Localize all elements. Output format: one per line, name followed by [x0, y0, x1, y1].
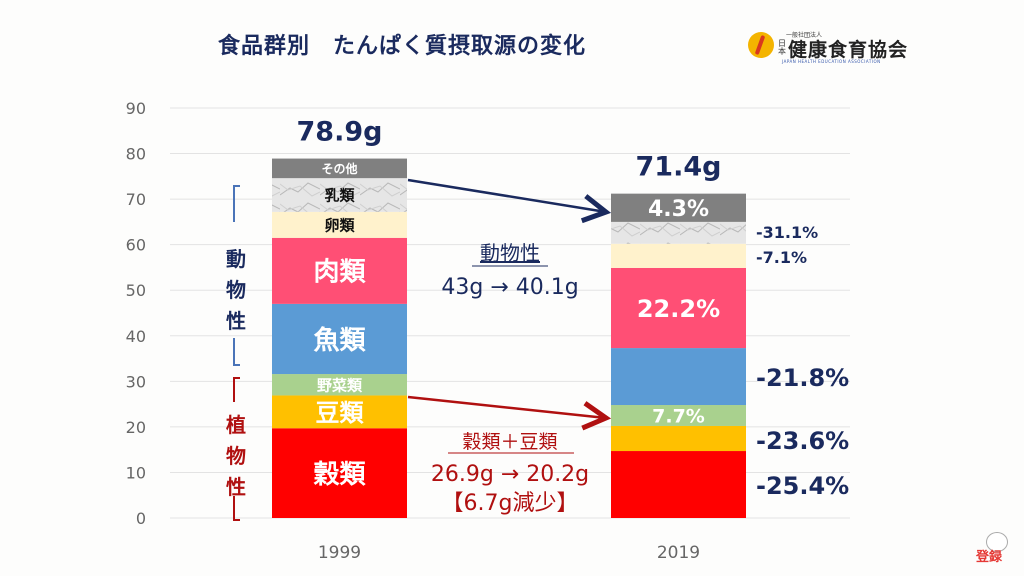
bracket-plant-char: 植 — [226, 413, 246, 437]
bar-segment-7 — [272, 178, 407, 212]
logo-mark-icon — [748, 32, 774, 58]
arrow-milk-change — [407, 178, 606, 212]
bar-segment-2 — [611, 425, 746, 452]
bracket-plant-char: 物 — [226, 444, 246, 468]
bar-segment-1 — [611, 451, 746, 518]
logo-english: JAPAN HEALTH EDUCATION ASSOCIATION — [782, 59, 881, 64]
bar-segment-5 — [611, 267, 746, 349]
y-tick-label: 10 — [126, 463, 146, 482]
bar-segment-6 — [272, 211, 407, 238]
bar-segment-3 — [272, 374, 407, 396]
bracket-plant-top — [233, 377, 240, 402]
page-title: 食品群別 たんぱく質摂取源の変化 — [218, 34, 587, 59]
change-label: 22.2% — [637, 295, 720, 323]
bracket-animal-top — [233, 185, 240, 222]
y-tick-label: 20 — [126, 418, 146, 437]
bar-segment-4 — [611, 348, 746, 406]
bar-total-label: 78.9g — [297, 117, 383, 148]
segment-label: 肉類 — [313, 258, 366, 288]
segment-label: 豆類 — [316, 399, 365, 427]
arrow-plant-change — [407, 395, 606, 418]
segment-label: その他 — [321, 161, 357, 176]
change-label: 4.3% — [648, 197, 709, 222]
bar-segment-6 — [611, 243, 746, 268]
y-tick-label: 60 — [126, 236, 146, 255]
y-tick-label: 80 — [126, 145, 146, 164]
change-label: -23.6% — [756, 427, 849, 455]
y-tick-label: 90 — [126, 99, 146, 118]
bar-segment-8 — [611, 193, 746, 222]
animal-group-label: 動物性 — [480, 241, 540, 265]
mascot-icon — [986, 532, 1008, 552]
plant-group-values: 26.9g → 20.2g — [431, 462, 589, 487]
bracket-animal-char: 物 — [226, 278, 246, 302]
logo-name: 健康食育協会 — [788, 39, 909, 61]
bar-segment-5 — [272, 237, 407, 304]
bar-segment-8 — [272, 158, 407, 179]
bracket-plant-char: 性 — [226, 475, 246, 499]
bar-total-label: 71.4g — [636, 152, 722, 183]
change-label: 7.7% — [652, 406, 705, 428]
segment-label: 野菜類 — [317, 376, 363, 394]
organization-logo: 一般社団法人 日本 健康食育協会 JAPAN HEALTH EDUCATION … — [748, 30, 938, 66]
change-label: -31.1% — [756, 223, 818, 242]
segment-label: 穀類 — [313, 460, 366, 490]
plant-group-note: 【6.7g減少】 — [442, 491, 579, 516]
bar-segment-3 — [611, 405, 746, 426]
y-tick-label: 40 — [126, 327, 146, 346]
change-label: -7.1% — [756, 248, 807, 267]
bracket-animal-char: 性 — [226, 309, 246, 333]
bracket-plant-bottom — [233, 496, 240, 521]
bracket-animal-char: 動 — [226, 247, 246, 271]
y-tick-label: 50 — [126, 281, 146, 300]
bracket-animal-bottom — [233, 338, 240, 366]
logo-small-text: 一般社団法人 — [786, 32, 823, 39]
subscribe-badge[interactable]: 登録 — [972, 532, 1012, 566]
segment-label: 卵類 — [324, 217, 355, 235]
y-tick-label: 70 — [126, 190, 146, 209]
x-tick-label: 1999 — [318, 543, 361, 563]
bar-segment-2 — [272, 395, 407, 429]
x-tick-label: 2019 — [657, 543, 700, 563]
bar-segment-1 — [272, 428, 407, 518]
animal-group-values: 43g → 40.1g — [441, 275, 578, 300]
subscribe-label: 登録 — [976, 550, 1003, 565]
y-tick-label: 30 — [126, 372, 146, 391]
segment-label: 乳類 — [324, 187, 355, 205]
change-label: -25.4% — [756, 472, 849, 500]
logo-prefix: 日本 — [778, 39, 786, 56]
y-tick-label: 0 — [136, 509, 146, 528]
bar-segment-7 — [611, 221, 746, 244]
bar-segment-4 — [272, 303, 407, 375]
plant-group-label: 穀類＋豆類 — [462, 431, 557, 453]
segment-label: 魚類 — [313, 325, 366, 356]
change-label: -21.8% — [756, 364, 849, 392]
